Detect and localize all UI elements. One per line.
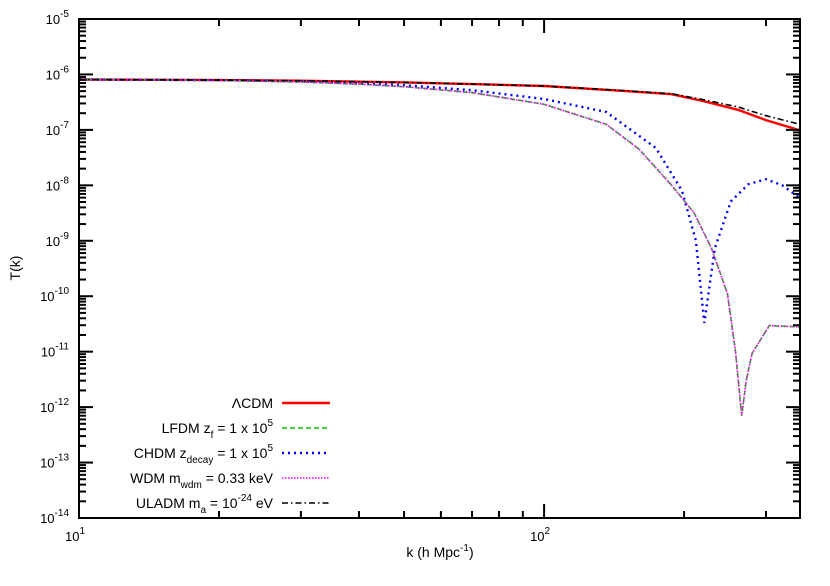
legend-label: LFDM zf = 1 x 105	[162, 418, 274, 441]
series-line-wdm	[79, 78, 800, 416]
x-tick-label: 101	[65, 526, 85, 544]
y-tick-label: 10-12	[40, 397, 69, 415]
series-lines	[79, 78, 800, 416]
legend-entry: ΛCDM	[232, 395, 330, 411]
legend-label: CHDM zdecay = 1 x 105	[134, 443, 274, 466]
y-tick-label: 10-8	[46, 175, 70, 193]
y-tick-label: 10-9	[46, 231, 70, 249]
legend-entry: CHDM zdecay = 1 x 105	[134, 443, 330, 466]
axes: 10-5 10-6 10-7 10-8 10-9 10-10 10-11 10-12 10-13…	[40, 9, 801, 544]
plot-frame	[78, 18, 801, 519]
y-tick-label: 10-6	[46, 64, 70, 82]
series-line-chdm	[79, 78, 800, 324]
legend-entry: WDM mwdm = 0.33 keV	[130, 470, 330, 491]
legend-entry: ULADM ma = 10-24 eV	[136, 493, 330, 516]
y-tick-label: 10-13	[40, 453, 69, 471]
series-line-uladm	[79, 78, 800, 126]
legend-label: ULADM ma = 10-24 eV	[136, 493, 274, 516]
x-tick-label: 102	[530, 526, 550, 544]
y-axis-label: T(k)	[7, 256, 23, 281]
y-tick-label: 10-7	[46, 120, 70, 138]
legend-label: ΛCDM	[232, 395, 273, 411]
y-tick-label: 10-14	[40, 508, 69, 526]
y-tick-label: 10-5	[46, 9, 70, 27]
y-tick-label: 10-11	[41, 342, 70, 360]
y-tick-label: 10-10	[40, 286, 69, 304]
series-line-lfdm	[79, 78, 800, 416]
legend-label: WDM mwdm = 0.33 keV	[130, 470, 274, 491]
x-axis-label: k (h Mpc-1)	[406, 543, 473, 560]
legend-entry: LFDM zf = 1 x 105	[162, 418, 330, 441]
